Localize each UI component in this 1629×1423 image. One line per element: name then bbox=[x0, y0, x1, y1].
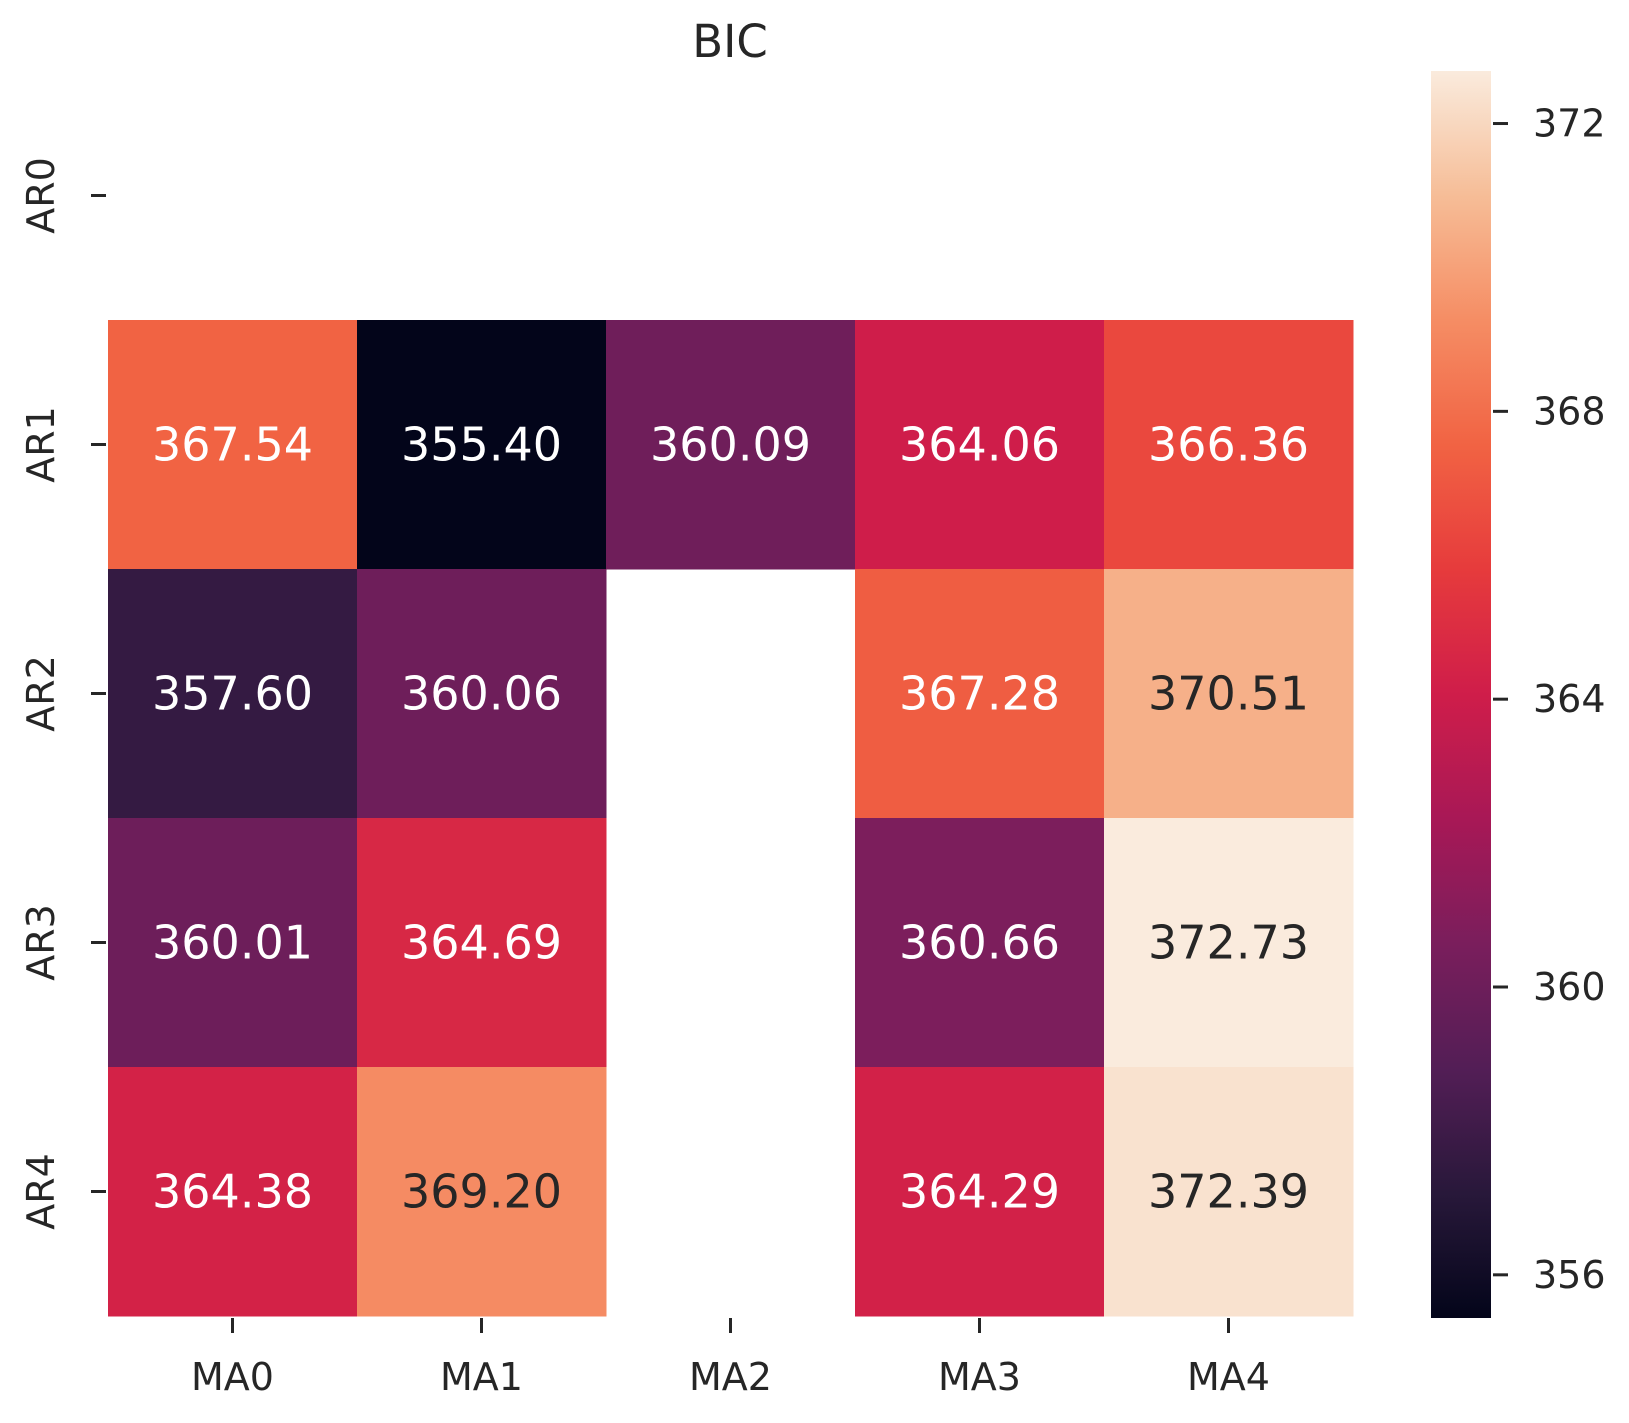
x-tick-label: MA0 bbox=[191, 1355, 274, 1399]
colorbar-gradient bbox=[1431, 71, 1491, 1318]
cell-annotation: 367.54 bbox=[152, 418, 313, 472]
heatmap-cell bbox=[855, 569, 1105, 819]
heatmap-cell bbox=[357, 569, 607, 819]
cell-annotation: 355.40 bbox=[401, 418, 562, 472]
x-tick-label: MA3 bbox=[938, 1355, 1021, 1399]
heatmap-annotations: 367.54 355.40 360.09 364.06 366.36 357.60 360.… bbox=[152, 418, 1309, 1219]
colorbar-tick-label: 360 bbox=[1533, 965, 1606, 1009]
y-axis: AR0 AR1 AR2 AR3 AR4 bbox=[19, 157, 106, 1230]
cell-annotation: 367.28 bbox=[899, 667, 1060, 721]
heatmap-cell bbox=[108, 1067, 358, 1317]
heatmap-cell bbox=[108, 320, 358, 570]
cell-annotation: 372.73 bbox=[1148, 916, 1309, 970]
y-tick-label: AR1 bbox=[19, 406, 63, 483]
colorbar-tick-label: 372 bbox=[1533, 102, 1606, 146]
heatmap-cells bbox=[108, 320, 1354, 1317]
cell-annotation: 360.01 bbox=[152, 916, 313, 970]
heatmap-cell bbox=[1104, 1067, 1354, 1317]
chart-title: BIC bbox=[692, 15, 768, 68]
cell-annotation: 364.06 bbox=[899, 418, 1060, 472]
colorbar-tick-label: 364 bbox=[1533, 677, 1606, 721]
colorbar-tick-label: 368 bbox=[1533, 389, 1606, 433]
heatmap-cell bbox=[1104, 569, 1354, 819]
y-tick-label: AR2 bbox=[19, 655, 63, 732]
heatmap-cell bbox=[108, 818, 358, 1068]
heatmap-cell bbox=[606, 320, 856, 570]
heatmap-cell bbox=[357, 818, 607, 1068]
x-axis: MA0 MA1 MA2 MA3 MA4 bbox=[191, 1318, 1270, 1399]
x-tick-label: MA1 bbox=[440, 1355, 523, 1399]
cell-annotation: 366.36 bbox=[1148, 418, 1309, 472]
y-tick-label: AR0 bbox=[19, 157, 63, 234]
cell-annotation: 370.51 bbox=[1148, 667, 1309, 721]
heatmap-cell bbox=[855, 818, 1105, 1068]
cell-annotation: 364.29 bbox=[899, 1165, 1060, 1219]
cell-annotation: 369.20 bbox=[401, 1165, 562, 1219]
heatmap-cell bbox=[108, 569, 358, 819]
cell-annotation: 360.06 bbox=[401, 667, 562, 721]
cell-annotation: 360.09 bbox=[650, 418, 811, 472]
heatmap-cell bbox=[855, 320, 1105, 570]
cell-annotation: 360.66 bbox=[899, 916, 1060, 970]
x-tick-label: MA2 bbox=[689, 1355, 772, 1399]
heatmap-cell bbox=[1104, 818, 1354, 1068]
y-tick-label: AR3 bbox=[19, 904, 63, 981]
colorbar: 356 360 364 368 372 bbox=[1431, 71, 1606, 1318]
y-tick-label: AR4 bbox=[19, 1153, 63, 1230]
cell-annotation: 364.69 bbox=[401, 916, 562, 970]
cell-annotation: 357.60 bbox=[152, 667, 313, 721]
cell-annotation: 372.39 bbox=[1148, 1165, 1309, 1219]
cell-annotation: 364.38 bbox=[152, 1165, 313, 1219]
colorbar-tick-label: 356 bbox=[1533, 1253, 1606, 1297]
heatmap-cell bbox=[357, 1067, 607, 1317]
heatmap-cell bbox=[1104, 320, 1354, 570]
x-tick-label: MA4 bbox=[1187, 1355, 1270, 1399]
heatmap-cell bbox=[855, 1067, 1105, 1317]
heatmap-cell bbox=[357, 320, 607, 570]
